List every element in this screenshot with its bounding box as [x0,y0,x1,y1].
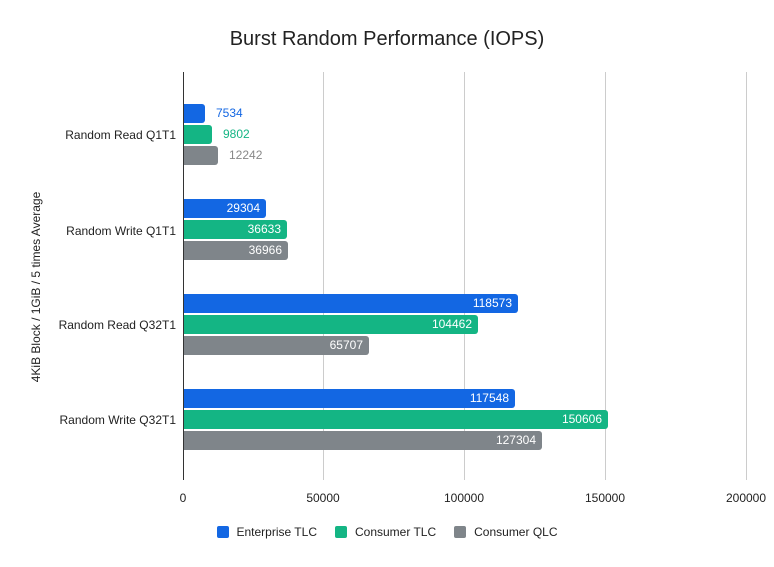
bar-value-label: 127304 [495,433,536,447]
gridline [323,72,324,480]
bar-value-label: 104462 [431,317,472,331]
bar[interactable] [184,410,608,429]
legend-item-enterprise-tlc[interactable]: Enterprise TLC [216,525,317,539]
bar[interactable] [184,104,205,123]
gridline [746,72,747,480]
legend-swatch [216,526,229,538]
y-axis-line [183,72,184,480]
bar[interactable] [184,389,515,408]
x-tick: 50000 [306,491,340,505]
bar-value-label: 12242 [229,148,263,162]
plot-area: 7534 9802 12242 29304 36633 36966 118573 104462… [183,72,747,480]
category-label: Random Read Q32T1 [58,318,176,332]
bar-value-label: 29304 [226,201,260,215]
x-tick: 200000 [725,491,767,505]
bar[interactable] [184,146,218,165]
chart-title: Burst Random Performance (IOPS) [229,28,545,50]
y-axis-label: 4KiB Block / 1GiB / 5 times Average [29,191,43,383]
bar-value-label: 36966 [248,243,282,257]
legend-item-consumer-tlc[interactable]: Consumer TLC [334,525,437,539]
legend-label: Consumer QLC [474,525,558,539]
bar-value-label: 65707 [329,338,363,352]
legend-label: Enterprise TLC [236,525,317,539]
x-tick: 150000 [584,491,626,505]
bar[interactable] [184,431,542,450]
bar[interactable] [184,220,287,239]
bar[interactable] [184,199,266,218]
bar[interactable] [184,294,518,313]
legend-swatch [334,526,347,538]
bar[interactable] [184,125,212,144]
x-tick: 100000 [443,491,485,505]
legend: Enterprise TLC Consumer TLC Consumer QLC [0,525,774,539]
bar[interactable] [184,315,478,334]
bar-value-label: 7534 [216,106,243,120]
bar-value-label: 150606 [561,412,602,426]
bar-value-label: 117548 [469,391,509,405]
category-label: Random Write Q1T1 [66,224,176,238]
x-tick: 0 [179,491,187,505]
bar-value-label: 36633 [247,222,281,236]
bar-value-label: 9802 [223,127,250,141]
bar-value-label: 118573 [472,296,512,310]
category-label: Random Write Q32T1 [59,413,177,427]
legend-item-consumer-qlc[interactable]: Consumer QLC [454,525,558,539]
gridline [605,72,606,480]
category-label: Random Read Q1T1 [65,128,176,142]
bar[interactable] [184,336,369,355]
legend-label: Consumer TLC [354,525,437,539]
legend-swatch [454,526,467,538]
bar[interactable] [184,241,288,260]
gridline [464,72,465,480]
